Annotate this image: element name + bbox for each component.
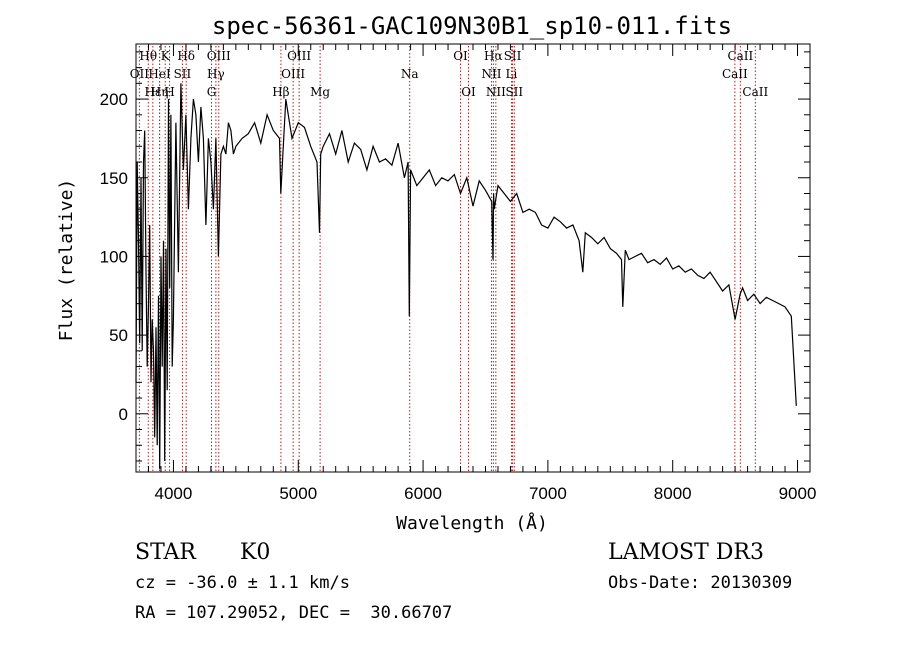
emission-line-label: NII [481,67,501,81]
chart-title: spec-56361-GAC109N30B1_sp10-011.fits [212,12,732,40]
emission-line-label: Li [506,67,518,81]
emission-line-label: OII [130,67,150,81]
y-axis-label: Flux (relative) [56,179,77,342]
emission-line-label: Mg [310,85,330,99]
emission-line-label: CaII [722,67,748,81]
redshift-readout: cz = -36.0 ± 1.1 km/s [135,573,350,593]
y-tick-label: 50 [109,326,128,345]
emission-line-label: OIII [281,67,305,81]
emission-line-label: OIII [287,49,311,63]
spectrum-series [135,83,797,469]
axis-ticks: 4000 5000 6000 7000 8000 9000 0 50 100 150 200 [100,44,817,503]
emission-line-label: SII [174,67,192,81]
emission-line-label: CaII [742,85,768,99]
emission-line-label: Hε [145,85,162,99]
emission-line-label: H [164,85,174,99]
emission-line-label: Hγ [207,67,225,81]
plot-frame [135,43,811,473]
emission-line-label: Hδ [177,49,195,63]
emission-line-label: HeI [148,67,171,81]
x-axis-label: Wavelength (Å) [396,512,548,534]
emission-line-label: G [207,85,217,99]
x-tick-label: 6000 [404,484,442,503]
emission-line-label: Hθ [139,49,157,63]
survey-label: LAMOST DR3 [608,540,764,565]
x-tick-label: 5000 [279,484,317,503]
y-tick-label: 100 [100,247,128,266]
emission-line-label: Hβ [272,85,289,99]
x-tick-label: 8000 [654,484,692,503]
emission-line-label: OI [453,49,468,63]
x-tick-label: 7000 [529,484,567,503]
emission-line-label: Hα [484,49,503,63]
emission-line-label: OI [461,85,476,99]
emission-line-label: OIII [207,49,231,63]
object-class: STAR [135,540,196,565]
obs-date: Obs-Date: 20130309 [608,573,793,593]
object-subclass: K0 [240,540,271,565]
y-tick-label: 200 [100,90,128,109]
coordinates: RA = 107.29052, DEC = 30.66707 [135,603,453,623]
emission-line-label: K [161,49,171,63]
y-tick-label: 150 [100,169,128,188]
emission-line-label: SII [504,49,522,63]
emission-line-label: SII [505,85,523,99]
x-tick-label: 4000 [155,484,193,503]
y-tick-label: 0 [119,405,128,424]
emission-line-label: CaII [727,49,753,63]
emission-line-label: NII [486,85,506,99]
emission-line-label: Na [401,67,419,81]
x-tick-label: 9000 [779,484,817,503]
